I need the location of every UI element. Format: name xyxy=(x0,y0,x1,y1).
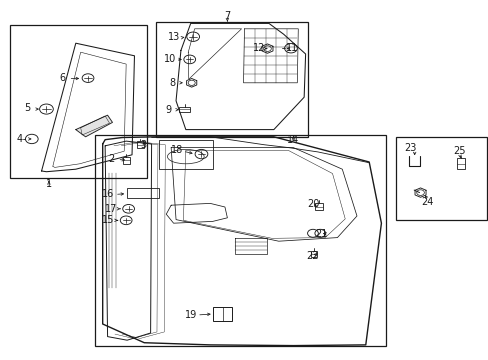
Bar xyxy=(179,107,190,112)
Text: 20: 20 xyxy=(306,199,319,209)
Text: 13: 13 xyxy=(167,32,180,42)
Polygon shape xyxy=(76,115,112,137)
Text: 21: 21 xyxy=(315,229,327,239)
Text: 10: 10 xyxy=(163,54,176,64)
Text: 12: 12 xyxy=(252,42,265,53)
Text: 24: 24 xyxy=(421,197,433,207)
Bar xyxy=(456,158,464,169)
Bar xyxy=(95,135,386,346)
Bar xyxy=(310,251,317,257)
Text: 2: 2 xyxy=(108,154,114,165)
Text: 14: 14 xyxy=(286,135,299,145)
Text: 25: 25 xyxy=(452,146,465,156)
Bar xyxy=(159,140,212,169)
Text: 8: 8 xyxy=(169,78,175,88)
Text: 11: 11 xyxy=(285,42,298,53)
Text: 18: 18 xyxy=(170,145,183,156)
Bar xyxy=(122,157,129,164)
Bar xyxy=(395,137,486,220)
Text: 9: 9 xyxy=(165,105,171,115)
Text: 19: 19 xyxy=(184,310,197,320)
Text: 5: 5 xyxy=(24,103,30,113)
Bar xyxy=(127,188,159,198)
Bar xyxy=(213,307,232,321)
Bar xyxy=(137,141,143,148)
Text: 1: 1 xyxy=(46,179,52,189)
Text: 22: 22 xyxy=(306,251,319,261)
Text: 17: 17 xyxy=(104,204,117,214)
Text: 16: 16 xyxy=(102,189,115,199)
Bar xyxy=(156,22,307,137)
Bar xyxy=(314,203,322,210)
Text: 6: 6 xyxy=(60,73,65,84)
Text: 7: 7 xyxy=(224,11,230,21)
Text: 23: 23 xyxy=(404,143,416,153)
Bar xyxy=(10,25,146,178)
Text: 15: 15 xyxy=(102,215,115,225)
Text: 4: 4 xyxy=(17,134,22,144)
Text: 3: 3 xyxy=(140,140,146,150)
